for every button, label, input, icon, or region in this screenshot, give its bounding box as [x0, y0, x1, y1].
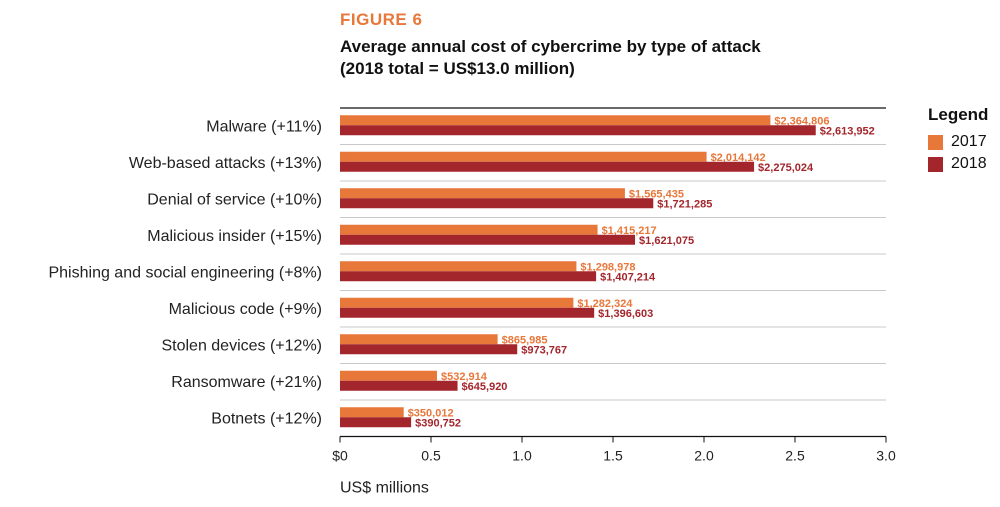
x-tick-label: 1.0 — [512, 448, 532, 464]
category-label: Malicious code (+9%) — [169, 301, 322, 318]
data-label-2017: $865,985 — [502, 334, 548, 346]
data-label-2018: $2,613,952 — [820, 125, 875, 137]
x-tick-label: $0 — [332, 448, 348, 464]
legend-swatch-2018 — [928, 156, 943, 172]
bar-2018 — [340, 380, 458, 391]
bar-2017 — [340, 370, 437, 381]
bar-2018 — [340, 161, 755, 172]
x-tick-label: 0.5 — [421, 448, 441, 464]
category-label: Web-based attacks (+13%) — [129, 155, 322, 172]
data-label-2018: $973,767 — [521, 344, 567, 356]
legend-label-2017: 2017 — [951, 133, 987, 150]
bar-2018 — [340, 344, 518, 355]
x-tick-label: 2.0 — [694, 448, 714, 464]
bar-2017 — [340, 334, 498, 345]
data-label-2017: $1,298,978 — [580, 261, 635, 273]
bar-2018 — [340, 271, 597, 282]
legend-label-2018: 2018 — [951, 155, 987, 172]
category-label: Malicious insider (+15%) — [147, 228, 322, 245]
data-label-2018: $1,621,075 — [639, 235, 694, 247]
legend: Legend 2017 2018 — [928, 105, 988, 175]
x-tick-label: 1.5 — [603, 448, 623, 464]
data-label-2017: $350,012 — [408, 407, 454, 419]
bar-2018 — [340, 417, 412, 428]
data-label-2018: $1,396,603 — [598, 308, 653, 320]
bar-2018 — [340, 234, 636, 245]
data-label-2017: $532,914 — [441, 371, 488, 383]
data-label-2018: $645,920 — [462, 381, 508, 393]
category-label: Stolen devices (+12%) — [161, 337, 322, 354]
bar-2017 — [340, 297, 574, 308]
bar-2017 — [340, 151, 707, 162]
bar-2018 — [340, 307, 595, 318]
x-tick-label: 2.5 — [785, 448, 805, 464]
category-label: Malware (+11%) — [206, 118, 322, 135]
bar-2017 — [340, 115, 771, 126]
data-label-2018: $1,407,214 — [600, 271, 656, 283]
data-label-2017: $1,415,217 — [602, 225, 657, 237]
legend-item-2017: 2017 — [928, 131, 988, 153]
figure-label: FIGURE 6 — [340, 10, 423, 29]
x-tick-label: 3.0 — [876, 448, 896, 464]
chart-title: Average annual cost of cybercrime by typ… — [340, 36, 761, 80]
data-label-2017: $1,565,435 — [629, 188, 684, 200]
category-label: Denial of service (+10%) — [147, 191, 322, 208]
data-label-2018: $1,721,285 — [657, 198, 712, 210]
bar-2017 — [340, 407, 404, 418]
data-label-2018: $390,752 — [415, 417, 461, 429]
chart-title-line2: (2018 total = US$13.0 million) — [340, 59, 575, 78]
bar-2018 — [340, 125, 816, 136]
category-label: Botnets (+12%) — [211, 410, 322, 427]
bar-2017 — [340, 224, 598, 235]
bar-2017 — [340, 188, 625, 199]
legend-swatch-2017 — [928, 134, 943, 150]
data-label-2017: $2,364,806 — [774, 115, 829, 127]
x-axis-label: US$ millions — [340, 480, 429, 497]
data-label-2018: $2,275,024 — [758, 162, 814, 174]
category-label: Ransomware (+21%) — [171, 374, 322, 391]
bar-2018 — [340, 198, 654, 209]
bar-2017 — [340, 261, 577, 272]
legend-item-2018: 2018 — [928, 153, 988, 175]
chart-title-line1: Average annual cost of cybercrime by typ… — [340, 37, 761, 56]
data-label-2017: $2,014,142 — [711, 152, 766, 164]
data-label-2017: $1,282,324 — [577, 298, 633, 310]
category-label: Phishing and social engineering (+8%) — [48, 264, 322, 281]
legend-title: Legend — [928, 105, 989, 124]
